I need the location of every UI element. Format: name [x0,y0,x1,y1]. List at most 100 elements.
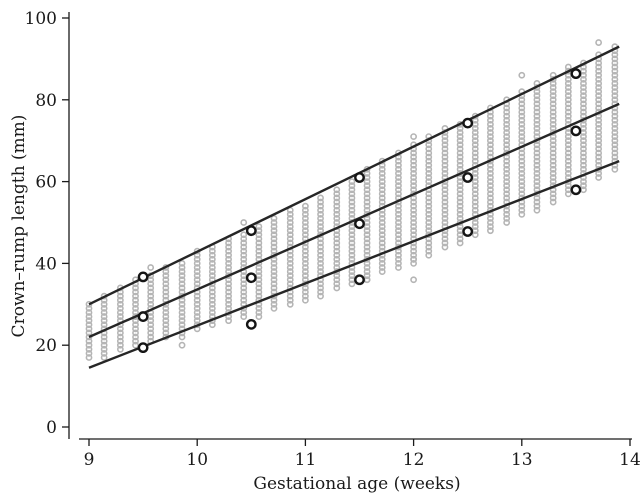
measurement-point [410,149,417,157]
measurement-point [580,149,587,157]
measurement-point [100,317,108,325]
measurement-column [208,243,216,329]
measurement-point [301,231,309,239]
measurement-point [533,174,541,181]
measurement-point [395,255,402,263]
measurement-point [270,247,278,255]
measurement-point [100,354,108,361]
measurement-point [100,333,108,341]
measurement-point [395,178,402,185]
measurement-point [503,219,511,226]
measurement-point [487,198,494,206]
reference-point [245,225,257,237]
measurement-point [518,100,526,108]
measurement-point [611,92,619,100]
measurement-point [255,284,263,292]
measurement-point [193,292,201,300]
measurement-point [270,268,278,275]
measurement-point [533,112,541,120]
measurement-point [208,259,216,267]
measurement-point [564,145,572,153]
measurement-point [564,137,572,145]
measurement-point [193,255,201,263]
measurement-point [270,280,278,288]
measurement-point [595,84,603,91]
measurement-point [286,235,294,243]
measurement-point [317,284,324,292]
measurement-point [348,235,356,243]
measurement-point [410,202,417,210]
measurement-point [503,178,511,185]
measurement-point [595,104,603,112]
measurement-point [301,284,309,292]
measurement-point [549,141,557,149]
measurement-point [378,235,386,243]
measurement-point [286,215,294,222]
measurement-point [270,223,278,230]
measurement-point [116,337,124,345]
measurement-point [286,231,294,239]
measurement-point [503,165,511,173]
measurement-point [363,251,371,259]
measurement-point [363,247,371,255]
measurement-point [410,198,417,206]
measurement-point [611,112,619,120]
measurement-point [487,133,494,141]
measurement-point [471,145,479,153]
measurement-point [225,259,232,267]
measurement-point [503,161,511,169]
measurement-point [286,223,294,230]
measurement-point [100,341,108,349]
measurement-point [333,259,341,267]
measurement-point [564,161,572,169]
measurement-point [611,84,619,91]
measurement-point [317,227,324,235]
measurement-point [132,284,139,292]
measurement-column [286,206,294,308]
reference-point [137,311,149,322]
measurement-point [564,165,572,173]
measurement-point [255,231,263,239]
x-tick-label: 11 [295,450,317,470]
measurement-point [378,165,386,173]
measurement-point [564,153,572,161]
measurement-column [363,165,371,284]
measurement-point [270,227,278,235]
measurement-point [116,304,124,312]
measurement-point [363,264,371,271]
measurement-point [580,157,587,165]
measurement-point [286,276,294,284]
measurement-point [317,259,324,267]
measurement-point [193,268,201,275]
measurement-point [549,198,557,206]
measurement-point [410,157,417,165]
measurement-point [456,239,464,247]
measurement-point [240,255,248,263]
measurement-point [348,182,356,190]
measurement-point [410,161,417,169]
measurement-point [348,202,356,210]
measurement-point [425,247,433,255]
measurement-point [208,288,216,296]
measurement-point [301,296,309,304]
measurement-point [595,96,603,104]
measurement-point [471,231,479,239]
measurement-point [395,202,402,210]
measurement-point [85,317,93,325]
measurement-point [333,280,341,288]
measurement-point [162,309,170,316]
measurement-point [147,321,155,329]
measurement-point [301,210,309,218]
measurement-point [317,280,324,288]
measurement-point [487,165,494,173]
measurement-point [301,251,309,259]
measurement-point [286,300,294,308]
measurement-point [611,137,619,145]
measurement-point [456,198,464,206]
measurement-point [471,137,479,145]
measurement-point [333,247,341,255]
measurement-point [193,264,201,271]
measurement-point [595,116,603,124]
measurement-point [363,178,371,185]
measurement-point [286,272,294,280]
